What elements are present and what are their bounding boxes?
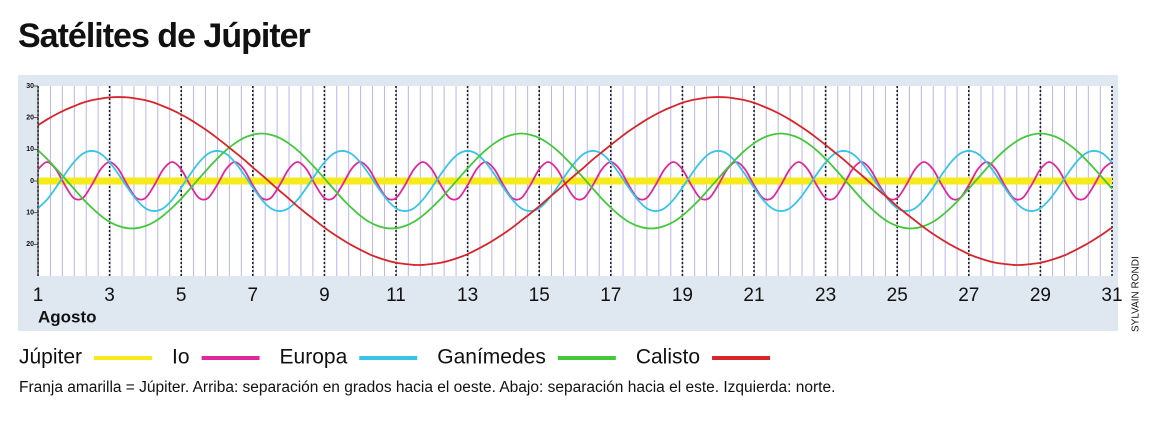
x-tick-label: 27 [958, 285, 979, 306]
series-line [38, 96, 1113, 266]
x-tick-label: 19 [672, 285, 693, 306]
note: Franja amarilla = Júpiter. Arriba: separ… [19, 379, 835, 396]
credit: SYLVAIN RONDI [1131, 256, 1142, 332]
x-tick-label: 1 [33, 285, 44, 306]
series-line [38, 132, 1113, 230]
y-tick-label: 30 [26, 83, 34, 90]
chart-title: Satélites de Júpiter [18, 17, 311, 55]
legend-label: Calisto [636, 346, 700, 369]
lines [38, 96, 1113, 266]
series-line [38, 161, 1113, 201]
x-tick-label: 9 [319, 285, 330, 306]
x-tick-label: 11 [386, 285, 406, 306]
y-tick-label: 20 [26, 115, 34, 122]
x-tick-label: 15 [529, 285, 550, 306]
x-tick-label: 3 [104, 285, 115, 306]
legend-label: Io [172, 346, 190, 369]
x-tick-label: 25 [887, 285, 908, 306]
x-tick-label: 17 [600, 285, 621, 306]
y-tick-label: 20 [26, 241, 34, 248]
legend-label: Europa [280, 346, 348, 369]
x-tick-label: 31 [1101, 285, 1122, 306]
legend: Júpiter Io Europa Ganímedes Calisto [19, 346, 771, 369]
x-tick-label: 21 [743, 285, 764, 306]
x-tick-label: 23 [815, 285, 836, 306]
x-tick-label: 5 [176, 285, 187, 306]
legend-label: Júpiter [19, 346, 82, 369]
y-tick-label: 10 [26, 210, 34, 217]
x-axis-label: Agosto [38, 307, 97, 326]
y-tick-label: 0 [30, 178, 34, 185]
y-tick-label: 10 [26, 146, 34, 153]
x-tick-label: 29 [1030, 285, 1051, 306]
series-line [38, 150, 1113, 212]
legend-label: Ganímedes [437, 346, 546, 369]
x-tick-label: 7 [248, 285, 259, 306]
x-tick-label: 13 [457, 285, 478, 306]
